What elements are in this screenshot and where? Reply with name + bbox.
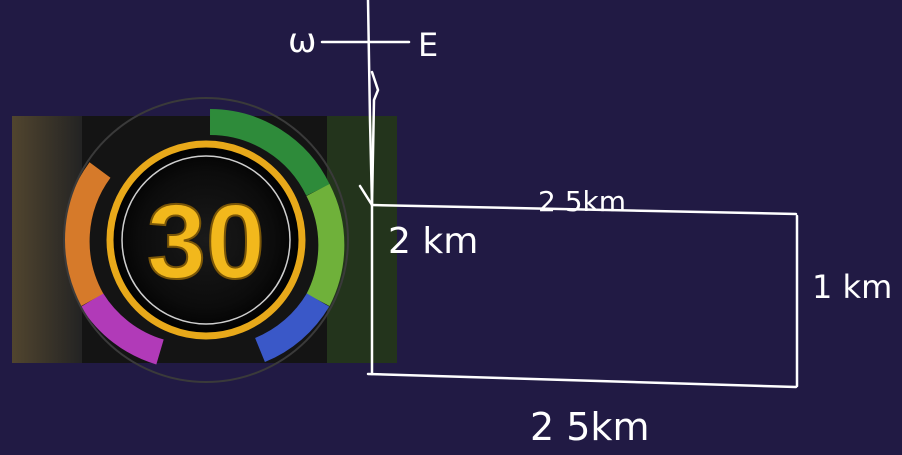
- timer-image: 30: [12, 97, 397, 383]
- path-south-leg: [370, 70, 380, 376]
- label-left-distance: 2 km: [388, 221, 478, 262]
- label-bottom-distance: 2 5km: [530, 405, 649, 449]
- timer-number: 30: [147, 183, 265, 301]
- path-top-leg: [370, 203, 798, 216]
- compass: ω E: [288, 0, 438, 207]
- path-bottom-leg: [366, 372, 798, 389]
- path-north-east-corner: [358, 184, 374, 207]
- compass-west-label: ω: [288, 21, 316, 61]
- label-right-distance: 1 km: [812, 268, 892, 306]
- label-top-distance: 2 5km: [538, 185, 626, 218]
- compass-east-label: E: [418, 26, 438, 64]
- timer-ring: [63, 109, 345, 365]
- path-diagram: 2 5km 2 km 1 km 2 5km: [358, 70, 892, 449]
